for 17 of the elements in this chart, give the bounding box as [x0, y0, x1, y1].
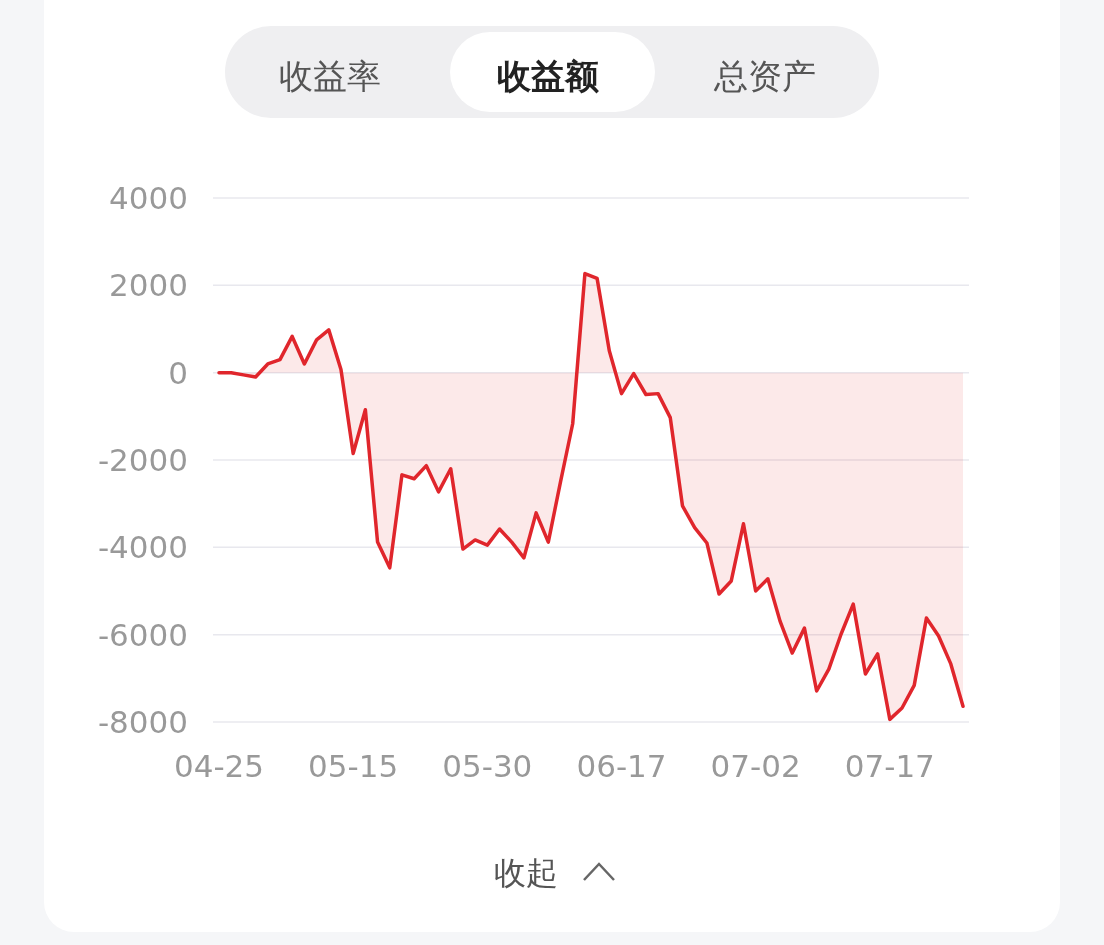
- text: 收益额: [497, 56, 599, 96]
- x-tick-label: 04-25: [173, 748, 265, 784]
- x-tick-label: 05-30: [442, 748, 533, 784]
- x-tick-label: 05-15: [308, 748, 399, 784]
- y-tick-label: -8000: [97, 704, 188, 740]
- text: 收益率: [279, 56, 381, 96]
- y-tick-label: 0: [168, 354, 188, 391]
- y-tick-label: -2000: [97, 442, 188, 478]
- y-tick-label: 2000: [109, 267, 188, 304]
- y-tick-label: -4000: [97, 529, 188, 566]
- x-tick-label: 07-02: [710, 748, 801, 784]
- x-tick-label: 07-17: [844, 748, 935, 784]
- text: 总资产: [713, 56, 816, 96]
- x-tick-label: 06-17: [576, 748, 667, 784]
- text: 收起: [494, 854, 558, 892]
- y-tick-label: -6000: [97, 616, 188, 653]
- y-tick-label: 4000: [109, 180, 188, 216]
